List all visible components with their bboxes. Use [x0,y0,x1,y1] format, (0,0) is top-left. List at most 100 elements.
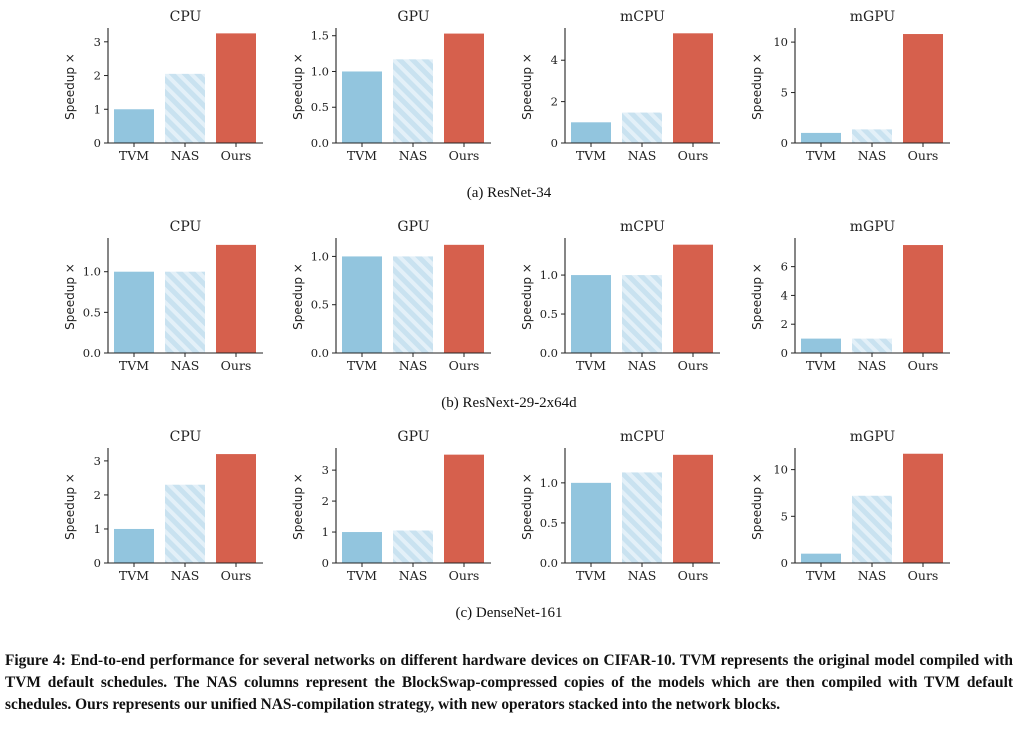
bar-tvm [571,122,611,143]
y-axis-label: Speedup × [291,263,305,330]
y-tick-label: 1 [94,522,101,536]
y-tick-label: 0.0 [540,556,558,570]
bar-tvm [342,256,382,353]
chart-title: mCPU [620,219,665,235]
y-tick-label: 1.0 [311,64,329,78]
bar-tvm [342,71,382,143]
x-tick-label: TVM [806,358,836,373]
y-axis-label: Speedup × [750,53,764,120]
chart-title: GPU [397,9,429,25]
x-tick-label: Ours [678,358,709,373]
bar-ours [903,453,943,563]
chart-grid: CPU Speedup × TVM NAS Ours 0 1 2 3 GPU Speedup × TV… [63,9,950,583]
y-axis-label: Speedup × [291,53,305,120]
y-tick-label: 5 [781,86,788,100]
y-tick-label: 3 [322,463,329,477]
chart-title: CPU [170,429,202,445]
chart-3-mgpu: mGPU Speedup × TVM NAS Ours 0 5 10 [750,429,950,583]
bar-ours [673,244,713,353]
chart-title: GPU [397,219,429,235]
y-tick-label: 0 [94,556,101,570]
y-tick-label: 0.5 [311,100,329,114]
y-tick-label: 0 [94,136,101,150]
bar-ours [903,245,943,353]
subcaption-resnext: (b) ResNext-29-2x64d [441,395,577,411]
chart-2-gpu: GPU Speedup × TVM NAS Ours 0.0 0.5 1.0 [291,219,491,373]
y-tick-label: 1.0 [311,249,329,263]
y-tick-label: 3 [94,35,101,49]
y-tick-label: 0.5 [83,305,101,319]
bar-ours [216,454,256,563]
x-tick-label: TVM [119,568,149,583]
bar-tvm [114,271,154,353]
y-tick-label: 0.0 [311,346,329,360]
chart-2-mgpu: mGPU Speedup × TVM NAS Ours 0 2 4 6 [750,219,950,373]
bar-nas [852,338,892,353]
bar-tvm [342,532,382,563]
y-tick-label: 0.0 [540,346,558,360]
y-axis-label: Speedup × [750,473,764,540]
y-tick-label: 0 [322,556,329,570]
bar-nas [622,472,662,563]
y-tick-label: 2 [322,494,329,508]
subcaption-densenet: (c) DenseNet-161 [455,605,563,621]
y-tick-label: 0 [781,136,788,150]
bar-nas [852,495,892,563]
x-tick-label: NAS [399,568,428,583]
y-tick-label: 0 [781,346,788,360]
bar-tvm [571,482,611,563]
x-tick-label: Ours [908,358,939,373]
chart-3-cpu: CPU Speedup × TVM NAS Ours 0 1 2 3 [63,429,263,583]
y-tick-label: 2 [551,95,558,109]
bar-ours [673,454,713,563]
chart-title: mGPU [850,219,896,235]
bar-ours [444,33,484,143]
x-tick-label: Ours [221,358,252,373]
y-axis-label: Speedup × [63,53,77,120]
bar-nas [165,484,205,563]
y-axis-label: Speedup × [63,263,77,330]
bar-nas [852,129,892,143]
bar-nas [393,59,433,143]
subcaption-resnet34: (a) ResNet-34 [466,185,552,201]
chart-title: mCPU [620,429,665,445]
bar-nas [622,275,662,353]
x-tick-label: NAS [399,358,428,373]
y-tick-label: 2 [94,69,101,83]
x-tick-label: Ours [678,148,709,163]
bar-ours [216,244,256,353]
x-tick-label: Ours [449,568,480,583]
x-tick-label: TVM [347,148,377,163]
y-tick-label: 0.0 [83,346,101,360]
bar-ours [673,33,713,143]
bar-tvm [801,132,841,143]
x-tick-label: Ours [908,148,939,163]
x-tick-label: Ours [449,358,480,373]
x-tick-label: Ours [221,148,252,163]
bar-tvm [114,109,154,143]
y-axis-label: Speedup × [750,263,764,330]
bar-nas [393,256,433,353]
x-tick-label: TVM [576,148,606,163]
y-tick-label: 2 [781,317,788,331]
x-tick-label: TVM [806,148,836,163]
caption-label: Figure 4: [5,652,66,669]
caption-text: End-to-end performance for several netwo… [5,652,1013,713]
chart-3-gpu: GPU Speedup × TVM NAS Ours 0 1 2 3 [291,429,491,583]
y-tick-label: 2 [94,488,101,502]
bar-tvm [801,338,841,353]
chart-title: CPU [170,219,202,235]
y-axis-label: Speedup × [63,473,77,540]
bar-nas [393,530,433,563]
x-tick-label: NAS [858,568,887,583]
chart-title: mGPU [850,9,896,25]
y-axis-label: Speedup × [291,473,305,540]
bar-tvm [571,275,611,353]
figure-caption: Figure 4: End-to-end performance for sev… [5,650,1013,716]
x-tick-label: TVM [576,568,606,583]
y-tick-label: 1.5 [311,29,329,43]
y-tick-label: 1 [94,102,101,116]
x-tick-label: NAS [858,148,887,163]
x-tick-label: TVM [347,358,377,373]
x-tick-label: TVM [576,358,606,373]
